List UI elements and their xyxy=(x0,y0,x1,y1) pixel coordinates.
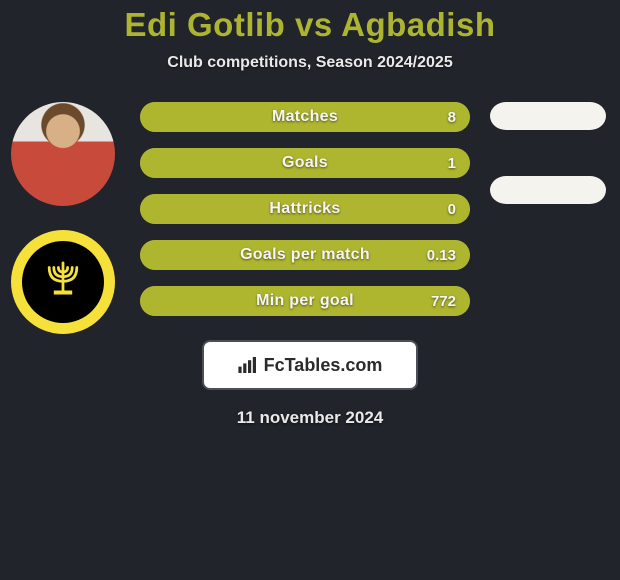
subtitle: Club competitions, Season 2024/2025 xyxy=(167,54,452,72)
page-title: Edi Gotlib vs Agbadish xyxy=(125,6,496,44)
stat-label: Goals xyxy=(140,148,470,178)
chart-icon xyxy=(238,357,258,373)
stat-value: 772 xyxy=(431,286,456,316)
stat-value: 8 xyxy=(448,102,456,132)
opponent-pill-column xyxy=(490,102,606,204)
avatar-column xyxy=(8,102,118,334)
opponent-pill xyxy=(490,102,606,130)
stat-label: Matches xyxy=(140,102,470,132)
stat-bar: Goals per match0.13 xyxy=(140,240,470,270)
stats-area: Matches8Goals1Hattricks0Goals per match0… xyxy=(0,102,620,428)
club-crest-inner xyxy=(22,241,104,323)
stat-value: 1 xyxy=(448,148,456,178)
stat-bar: Goals1 xyxy=(140,148,470,178)
menorah-icon xyxy=(40,256,86,309)
stat-label: Hattricks xyxy=(140,194,470,224)
brand-text: FcTables.com xyxy=(264,355,383,376)
stat-label: Goals per match xyxy=(140,240,470,270)
stat-value: 0.13 xyxy=(427,240,456,270)
stat-bar: Min per goal772 xyxy=(140,286,470,316)
stat-bars: Matches8Goals1Hattricks0Goals per match0… xyxy=(140,102,470,316)
opponent-pill xyxy=(490,176,606,204)
brand-box: FcTables.com xyxy=(202,340,418,390)
comparison-card: Edi Gotlib vs Agbadish Club competitions… xyxy=(0,0,620,580)
stat-label: Min per goal xyxy=(140,286,470,316)
stat-bar: Matches8 xyxy=(140,102,470,132)
date-line: 11 november 2024 xyxy=(10,408,610,428)
player-avatar xyxy=(11,102,115,206)
stat-value: 0 xyxy=(448,194,456,224)
club-crest xyxy=(11,230,115,334)
stat-bar: Hattricks0 xyxy=(140,194,470,224)
